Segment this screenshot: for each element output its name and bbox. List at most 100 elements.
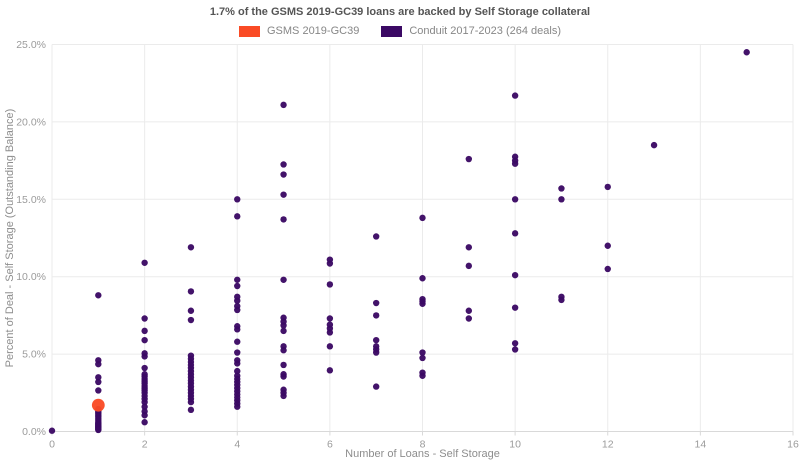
data-point[interactable] [419, 349, 426, 356]
data-point[interactable] [91, 398, 105, 412]
data-point[interactable] [326, 367, 334, 374]
data-point[interactable] [95, 360, 102, 368]
data-point[interactable] [511, 230, 519, 237]
data-point[interactable] [234, 196, 241, 203]
data-point[interactable] [326, 329, 334, 336]
data-point[interactable] [650, 141, 658, 149]
data-point[interactable] [604, 265, 611, 273]
data-point[interactable] [465, 244, 473, 251]
data-point[interactable] [141, 336, 148, 344]
data-point[interactable] [419, 214, 426, 222]
data-point[interactable] [187, 307, 195, 314]
data-point[interactable] [95, 374, 102, 381]
data-point[interactable] [234, 297, 241, 304]
data-point[interactable] [141, 353, 148, 360]
data-point[interactable] [372, 312, 380, 319]
y-tick-label: 10.0% [16, 271, 46, 283]
data-point[interactable] [234, 326, 241, 333]
x-axis-title: Number of Loans - Self Storage [345, 448, 500, 460]
gsms-legend-label: GSMS 2019-GC39 [267, 25, 360, 37]
data-point[interactable] [326, 260, 334, 267]
data-point[interactable] [465, 307, 473, 314]
data-point[interactable] [187, 244, 195, 251]
data-point[interactable] [280, 392, 287, 400]
data-point[interactable] [511, 304, 519, 311]
data-point[interactable] [326, 281, 334, 288]
data-point[interactable] [326, 343, 334, 350]
data-point[interactable] [372, 336, 380, 344]
data-point[interactable] [280, 276, 287, 283]
data-point[interactable] [419, 300, 426, 307]
data-point[interactable] [280, 101, 287, 109]
data-point[interactable] [604, 242, 611, 249]
data-point[interactable] [187, 398, 195, 406]
data-point[interactable] [187, 288, 195, 295]
data-point[interactable] [95, 426, 102, 434]
gsms-legend-swatch [239, 25, 260, 37]
x-tick-label: 6 [327, 439, 333, 451]
data-point[interactable] [280, 161, 287, 168]
data-point[interactable] [372, 383, 380, 390]
data-point[interactable] [234, 282, 241, 290]
data-point[interactable] [511, 160, 519, 167]
x-tick-label: 8 [420, 439, 426, 451]
data-point[interactable] [280, 216, 287, 223]
data-point[interactable] [141, 419, 148, 426]
data-point[interactable] [280, 347, 287, 354]
data-point[interactable] [558, 185, 565, 192]
legend-item-conduit: Conduit 2017-2023 (264 deals) [381, 25, 561, 37]
data-point[interactable] [419, 372, 426, 379]
data-point[interactable] [141, 259, 148, 266]
data-point[interactable] [187, 316, 195, 324]
data-point[interactable] [558, 196, 565, 203]
data-point[interactable] [280, 322, 287, 329]
data-point[interactable] [511, 340, 519, 347]
data-point[interactable] [511, 271, 519, 279]
x-tick-label: 2 [142, 439, 148, 451]
data-point[interactable] [419, 354, 426, 362]
data-point[interactable] [419, 275, 426, 282]
data-point[interactable] [141, 398, 148, 406]
data-point[interactable] [234, 306, 241, 314]
data-point[interactable] [326, 315, 334, 322]
data-point[interactable] [234, 360, 241, 367]
data-point[interactable] [511, 196, 519, 203]
y-axis-title: Percent of Deal - Self Storage (Outstand… [4, 108, 16, 368]
data-point[interactable] [234, 367, 241, 375]
data-point[interactable] [141, 403, 148, 410]
data-point[interactable] [280, 191, 287, 198]
legend-item-gsms: GSMS 2019-GC39 [239, 25, 359, 37]
data-point[interactable] [234, 403, 241, 410]
data-point[interactable] [604, 183, 611, 191]
data-point[interactable] [234, 213, 241, 220]
data-point[interactable] [95, 378, 102, 386]
data-point[interactable] [141, 327, 148, 335]
data-point[interactable] [280, 373, 287, 380]
data-point[interactable] [95, 387, 102, 394]
data-point[interactable] [234, 349, 241, 356]
data-point[interactable] [511, 92, 519, 99]
data-point[interactable] [465, 315, 473, 322]
data-point[interactable] [141, 412, 148, 419]
data-point[interactable] [372, 349, 380, 356]
data-point[interactable] [280, 327, 287, 335]
data-point[interactable] [743, 49, 750, 56]
data-point[interactable] [280, 171, 287, 178]
data-point[interactable] [187, 406, 195, 414]
data-point[interactable] [234, 276, 241, 283]
data-point[interactable] [234, 338, 241, 345]
data-point[interactable] [141, 315, 148, 322]
data-point[interactable] [511, 346, 519, 353]
x-tick-label: 14 [695, 439, 707, 451]
conduit-legend-swatch [381, 25, 403, 37]
data-point[interactable] [465, 262, 473, 270]
data-point[interactable] [372, 233, 380, 240]
data-point[interactable] [280, 361, 287, 369]
data-point[interactable] [558, 296, 565, 304]
data-point[interactable] [141, 364, 148, 372]
data-point[interactable] [465, 155, 473, 163]
data-point[interactable] [372, 299, 380, 307]
data-point[interactable] [95, 292, 102, 299]
y-tick-label: 5.0% [22, 349, 46, 361]
data-point[interactable] [48, 427, 56, 434]
